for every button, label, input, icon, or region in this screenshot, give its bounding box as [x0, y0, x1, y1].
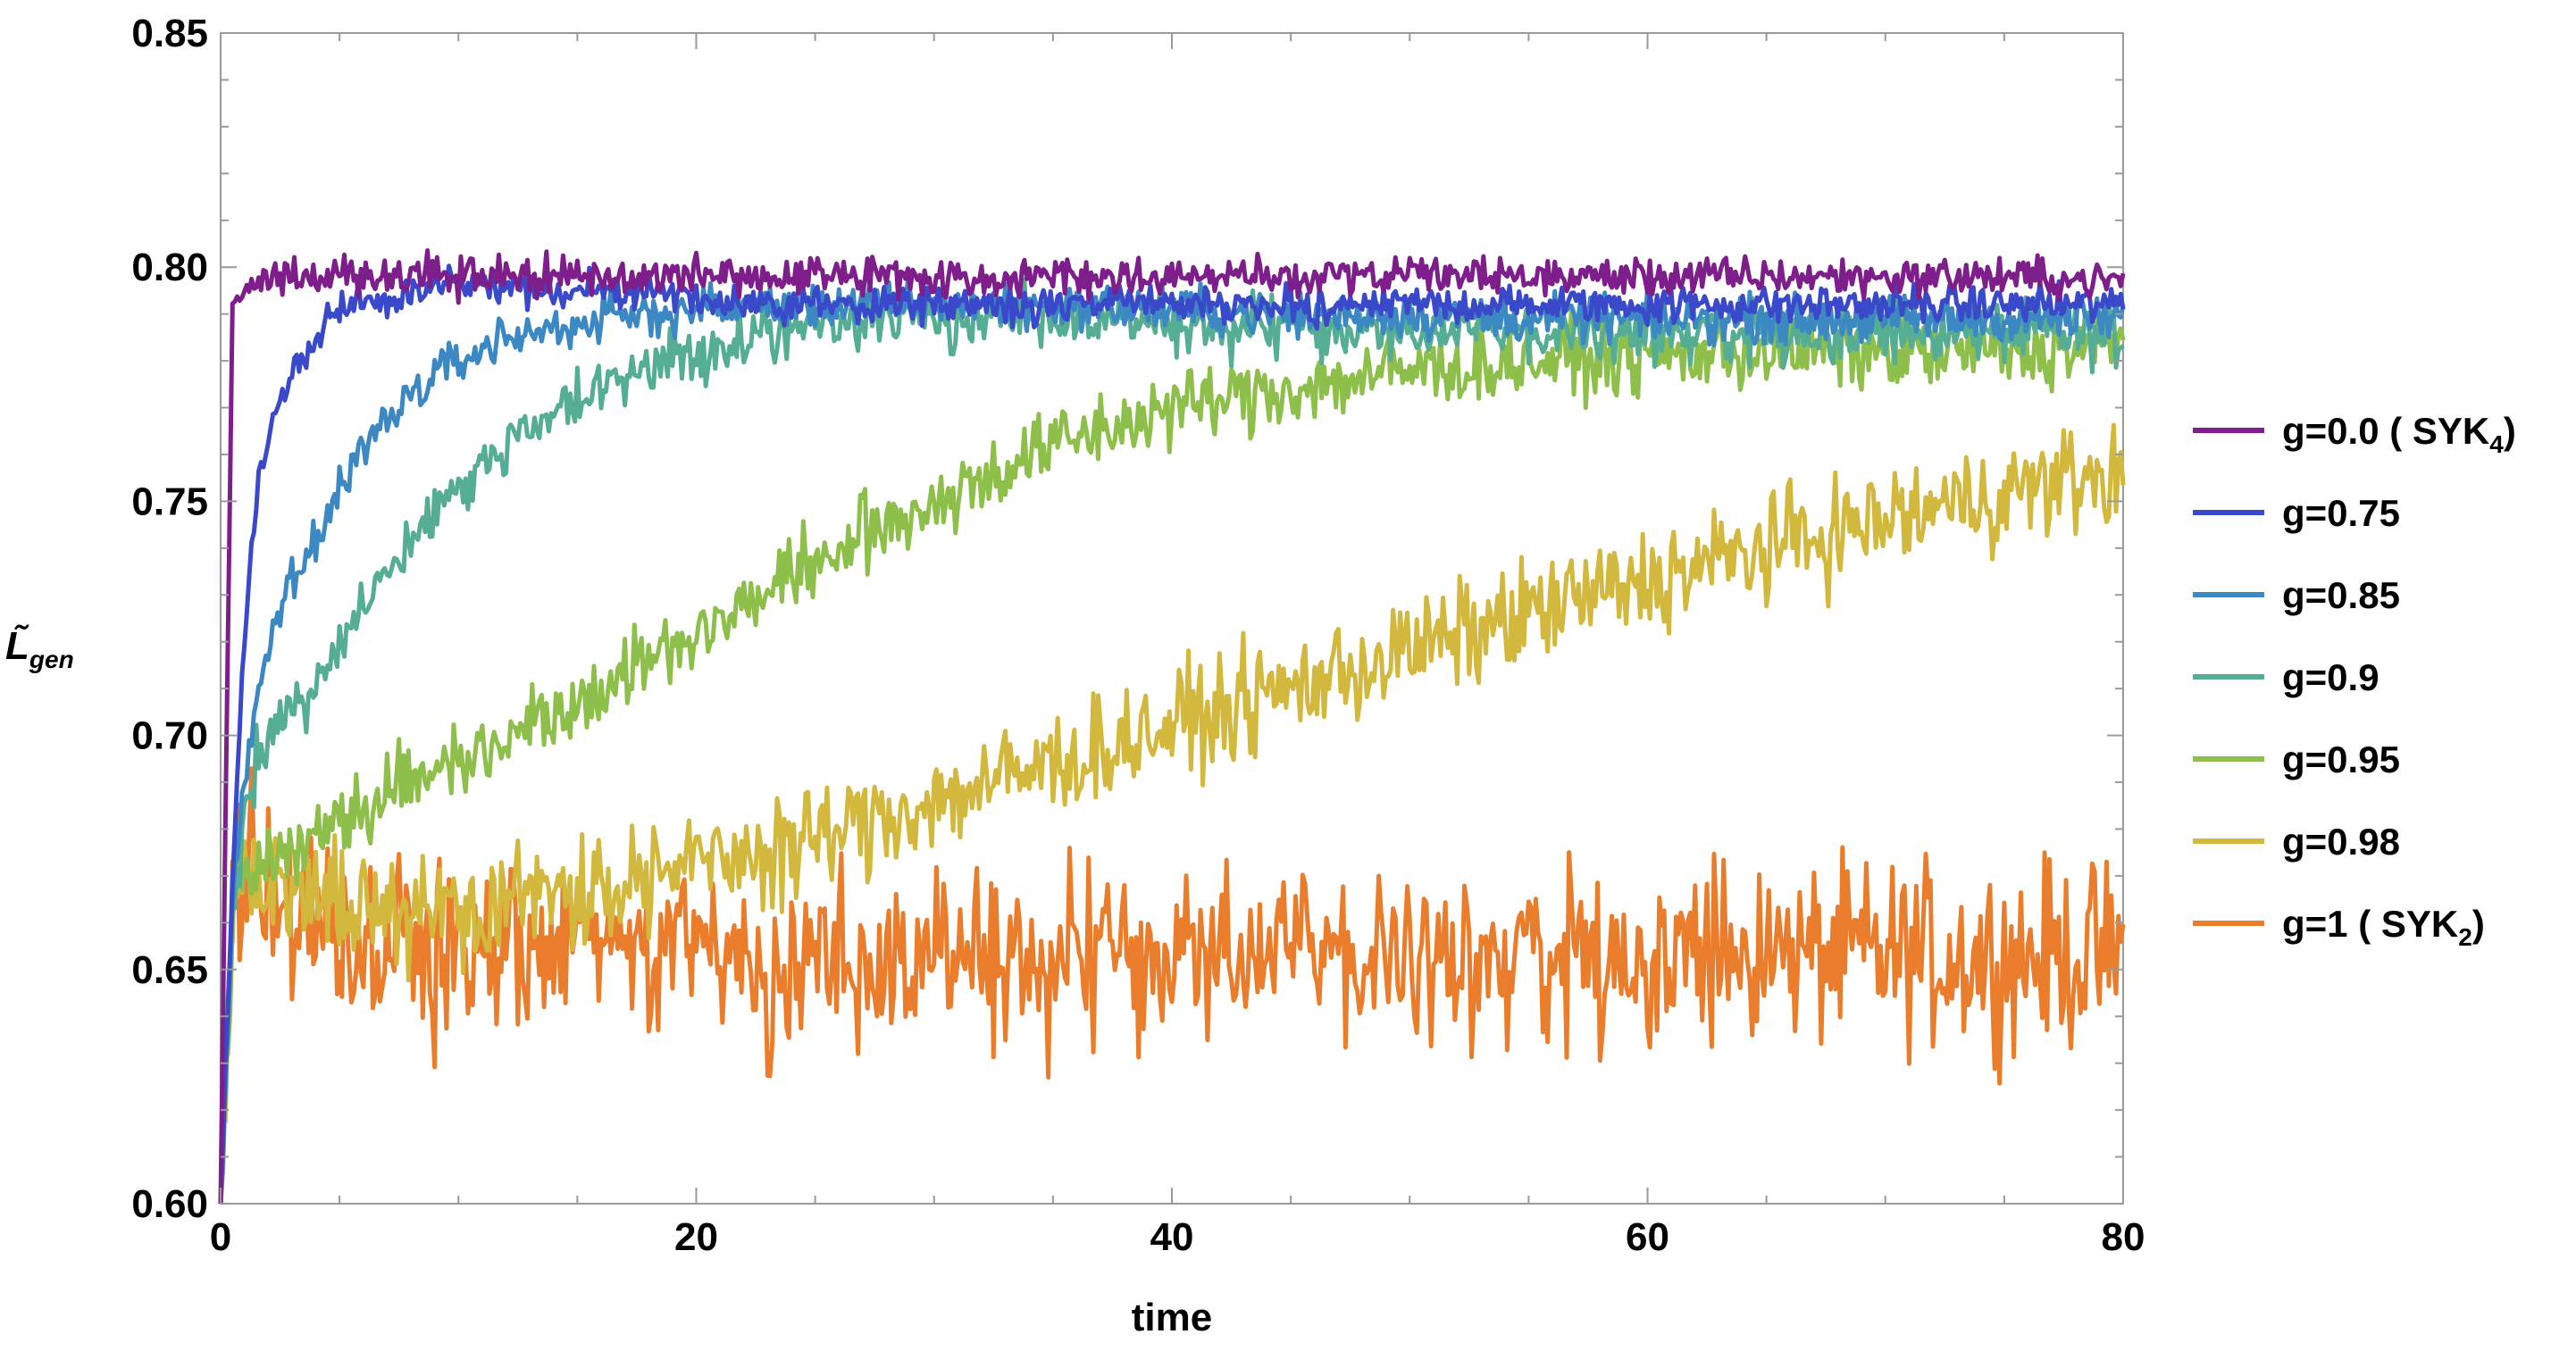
- x-axis-title: time: [1132, 1296, 1212, 1339]
- y-axis-title-sub: gen: [29, 646, 74, 673]
- plot-frame: [220, 32, 2124, 1205]
- legend-entry: g=0.0 ( SYK4): [2282, 410, 2516, 458]
- y-tick-label: 0.70: [131, 714, 208, 758]
- legend: g=0.0 ( SYK4) g=0.75 g=0.85 g=0.9 g=0.95 g=0.…: [2193, 410, 2516, 951]
- x-tick-label: 60: [1626, 1215, 1669, 1259]
- legend-entry: g=0.75: [2282, 492, 2400, 534]
- x-tick-label: 20: [674, 1215, 718, 1259]
- series-line: [218, 422, 2126, 1205]
- x-tick-label: 80: [2102, 1215, 2145, 1259]
- x-tick-label: 40: [1150, 1215, 1194, 1259]
- y-tick-label: 0.65: [131, 948, 208, 992]
- series-line: [218, 304, 2126, 1205]
- legend-entry: g=1 ( SYK2): [2282, 903, 2485, 951]
- y-axis-title: L̃gen: [5, 623, 74, 673]
- tick-layer: 0 20 40 60 80 0.60 0.65 0.70 0.75 0.80 0.85: [131, 12, 2145, 1259]
- y-tick-label: 0.60: [131, 1182, 208, 1226]
- legend-entry: g=0.95: [2282, 738, 2400, 780]
- legend-entry: g=0.85: [2282, 574, 2400, 616]
- series-line: [218, 766, 2126, 1205]
- x-tick-label: 0: [210, 1215, 231, 1259]
- series-layer: [218, 248, 2126, 1205]
- y-axis-title-main: L̃: [5, 623, 29, 668]
- y-tick-label: 0.85: [131, 12, 208, 55]
- legend-entry: g=0.98: [2282, 821, 2400, 863]
- legend-entry: g=0.9: [2282, 656, 2379, 698]
- y-tick-label: 0.80: [131, 246, 208, 289]
- y-tick-label: 0.75: [131, 480, 208, 523]
- series-line: [218, 248, 2126, 1205]
